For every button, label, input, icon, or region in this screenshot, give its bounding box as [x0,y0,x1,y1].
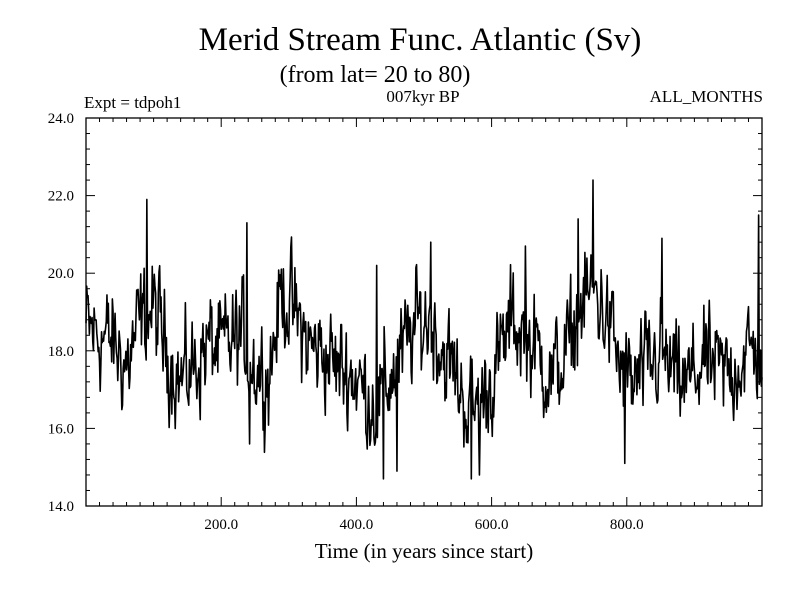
months-label: ALL_MONTHS [650,87,763,106]
y-tick-label: 24.0 [48,111,74,127]
series-line [85,179,763,480]
x-axis-ticks [99,118,749,506]
y-tick-label: 16.0 [48,421,74,437]
x-axis-label: Time (in years since start) [315,539,534,563]
x-tick-label: 600.0 [475,517,509,533]
period-label: 007kyr BP [386,87,459,106]
y-tick-label: 18.0 [48,344,74,360]
chart-title: Merid Stream Func. Atlantic (Sv) [199,22,642,58]
y-tick-label: 14.0 [48,499,74,515]
x-tick-label: 800.0 [610,517,644,533]
y-tick-label: 22.0 [48,189,74,205]
y-tick-label: 20.0 [48,266,74,282]
x-tick-label: 200.0 [204,517,238,533]
chart-subtitle: (from lat= 20 to 80) [280,62,471,88]
x-tick-label: 400.0 [340,517,374,533]
y-axis-ticks [86,133,762,491]
experiment-label: Expt = tdpoh1 [84,93,181,112]
y-axis-labels: 14.0 16.0 18.0 20.0 22.0 24.0 [48,111,74,515]
series-layer [85,179,763,480]
x-axis-labels: 200.0 400.0 600.0 800.0 [204,517,643,533]
